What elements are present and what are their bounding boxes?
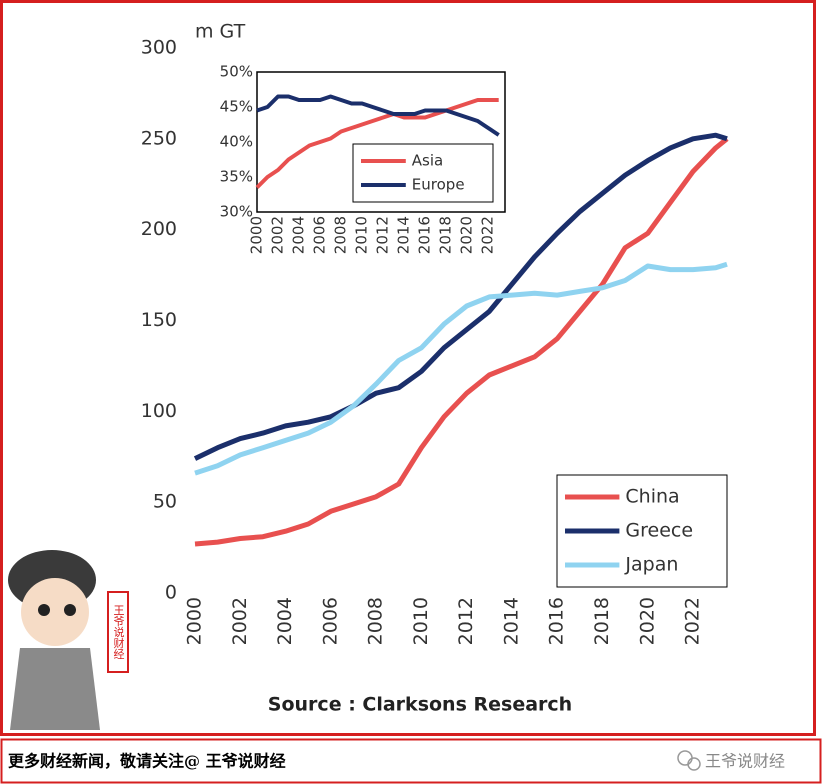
series-line (194, 136, 729, 547)
y-tick-label: 150 (141, 309, 177, 331)
x-tick-label: 2002 (269, 216, 287, 254)
x-tick-label: 2022 (479, 216, 497, 254)
x-tick-label: 2000 (184, 597, 206, 645)
x-tick-label: 2010 (353, 216, 371, 254)
y-tick-label: 40% (220, 133, 253, 151)
x-tick-label: 2002 (229, 597, 251, 645)
legend-box (352, 143, 494, 203)
y-tick-label: 50 (153, 491, 177, 513)
series-line (194, 261, 728, 476)
x-tick-label: 2004 (274, 597, 296, 645)
y-tick-label: 100 (141, 400, 177, 422)
x-tick-label: 2010 (410, 597, 432, 645)
legend-label: Asia (412, 152, 443, 170)
footer-bar (0, 738, 822, 784)
x-tick-label: 2016 (546, 597, 568, 645)
x-tick-label: 2016 (416, 216, 434, 254)
footer-text: 更多财经新闻，敬请关注@ 王爷说财经 (8, 752, 286, 771)
footer-account: 王爷说财经 (705, 752, 785, 771)
y-tick-label: 200 (141, 218, 177, 240)
x-tick-label: 2022 (682, 597, 704, 645)
y-tick-label: 250 (141, 127, 177, 149)
x-tick-label: 2008 (332, 216, 350, 254)
mascot (8, 550, 129, 730)
x-tick-label: 2018 (437, 216, 455, 254)
x-tick-label: 2012 (374, 216, 392, 254)
y-axis-unit: m GT (195, 21, 246, 43)
x-tick-label: 2004 (290, 216, 308, 254)
x-tick-label: 2020 (458, 216, 476, 254)
x-tick-label: 2014 (395, 216, 413, 254)
legend-label: Greece (625, 520, 693, 542)
y-tick-label: 0 (165, 582, 177, 604)
legend-label: Japan (624, 554, 678, 576)
y-tick-label: 35% (220, 168, 253, 186)
x-tick-label: 2020 (636, 597, 658, 645)
y-tick-label: 30% (220, 203, 253, 221)
x-tick-label: 2000 (248, 216, 266, 254)
x-tick-label: 2012 (455, 597, 477, 645)
source: Source : Clarksons Research (268, 694, 572, 716)
y-tick-label: 300 (141, 37, 177, 59)
y-tick-label: 45% (220, 98, 253, 116)
x-tick-label: 2006 (319, 597, 341, 645)
legend-label: China (625, 486, 679, 508)
legend-label: Europe (412, 176, 465, 194)
series-line (193, 132, 728, 461)
x-tick-label: 2008 (365, 597, 387, 645)
x-tick-label: 2018 (591, 597, 613, 645)
wechat-icon (677, 750, 701, 771)
series-line (255, 98, 499, 189)
y-tick-label: 50% (220, 63, 253, 81)
badge: 王爷说财经 (112, 605, 125, 660)
frame (0, 0, 816, 736)
x-tick-label: 2014 (500, 597, 522, 645)
series-line (256, 94, 500, 137)
x-tick-label: 2006 (311, 216, 329, 254)
